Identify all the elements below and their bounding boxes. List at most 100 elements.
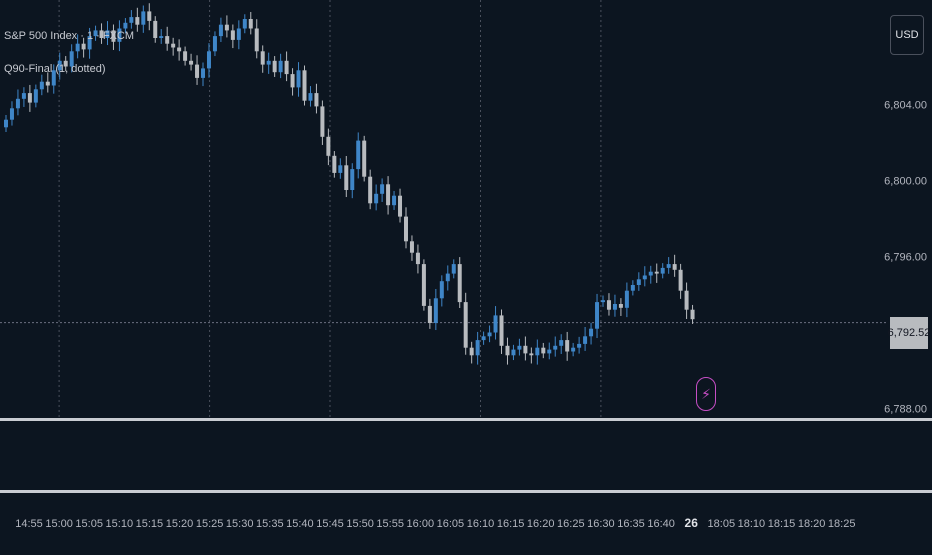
candle [386,184,391,206]
candle [224,24,229,31]
chart-title: S&P 500 Index · 1 · FXCM [4,30,135,42]
candle [99,30,104,38]
candle [260,51,265,65]
candle [81,43,86,50]
x-tick-label: 18:15 [768,518,796,530]
candle [39,81,44,90]
candle [547,349,552,354]
candle [296,70,301,88]
x-tick-label: 16:40 [647,518,675,530]
candle [511,349,516,356]
candle [529,353,534,356]
candle [272,60,277,73]
candle [559,340,564,346]
x-axis: 14:55 15:00 15:05 15:10 15:15 15:20 15:25 15:30… [15,516,855,530]
candle [421,264,426,306]
candle [403,216,408,242]
candle [21,93,26,99]
candle [439,281,444,299]
candle [660,267,665,274]
candle [87,36,92,50]
candle [636,279,641,285]
candle [9,108,14,120]
candle [135,17,140,25]
candle [290,74,295,88]
candle [344,165,349,190]
x-tick-label: 15:25 [196,518,224,530]
candle [517,345,522,350]
candle [242,19,247,29]
x-tick-label: 16:00 [407,518,435,530]
candle [159,36,164,38]
candle [368,176,373,204]
x-tick-label: 15:05 [75,518,103,530]
x-tick-label: 16:15 [497,518,525,530]
y-tick-label: 6,804.00 [884,100,927,112]
candle [630,285,635,291]
candle [51,70,56,86]
candle [583,336,588,344]
lightning-bolt-icon[interactable]: ⚡ [696,377,716,411]
candle [678,269,683,291]
x-tick-label: 16:25 [557,518,585,530]
candle [690,309,695,320]
candle [183,51,188,61]
candle [445,273,450,282]
candle [206,51,211,69]
pane-separator [0,418,932,421]
candle [171,43,176,48]
candle [165,36,170,44]
candle [15,98,20,109]
candle [189,60,194,65]
candle [332,155,337,173]
candle [314,93,319,107]
candle [672,264,677,270]
candle [117,28,122,42]
candle [356,140,361,170]
candle [153,20,158,38]
candle [415,252,420,265]
candle [141,11,146,25]
candle [111,30,116,42]
candle [123,22,128,29]
current-price-label: 6,792.52 [888,317,930,349]
y-tick-label: 6,788.00 [884,404,927,416]
candle [606,300,611,310]
candle [326,136,331,156]
candle [499,315,504,346]
candle [4,119,8,128]
candle [350,169,355,190]
x-tick-label: 14:55 [15,518,43,530]
candle [63,60,68,67]
x-tick-label: 16:35 [617,518,645,530]
candle [362,140,367,177]
candle [666,264,671,268]
candle [493,315,498,333]
candle [374,193,379,204]
candle [523,345,528,354]
candle [577,343,582,348]
candle [392,195,397,206]
candles [4,3,695,365]
currency-button[interactable]: USD [890,15,924,55]
x-tick-label: 16:05 [437,518,465,530]
candle [589,328,594,337]
candle [648,271,653,276]
candle [409,241,414,253]
x-tick-label: 15:00 [45,518,73,530]
candle [475,340,480,356]
candle [338,165,343,173]
x-tick-label: 15:40 [286,518,314,530]
indicator-label[interactable]: Q90-Final (1, dotted) [4,63,106,75]
candle [27,93,32,103]
y-axis: 6,804.00 6,800.00 6,796.00 6,788.00 [884,100,927,416]
candle [69,51,74,67]
x-tick-label: 15:55 [376,518,404,530]
candle [684,290,689,310]
candle [195,64,200,78]
candle [302,70,307,101]
candle [75,43,80,52]
x-tick-label: 18:05 [708,518,736,530]
